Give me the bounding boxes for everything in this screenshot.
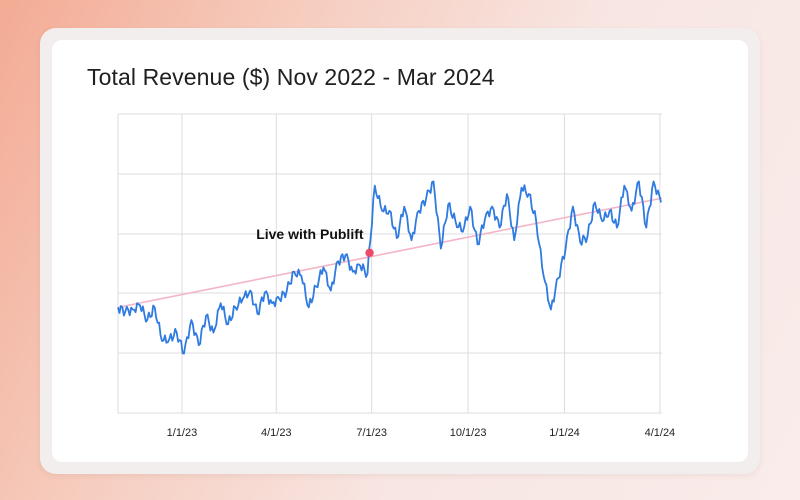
annotation-layer: Live with Publift bbox=[256, 226, 374, 257]
trend-line-layer bbox=[117, 197, 663, 309]
x-tick-label: 4/1/24 bbox=[645, 427, 676, 439]
revenue-series-layer bbox=[117, 180, 662, 355]
annotation-label: Live with Publift bbox=[256, 226, 364, 242]
revenue-line bbox=[117, 180, 662, 355]
x-tick-label: 10/1/23 bbox=[450, 427, 487, 439]
annotation-marker bbox=[365, 248, 374, 257]
x-axis-ticks: 1/1/23 4/1/23 7/1/23 10/1/23 1/1/24 4/1/24 bbox=[167, 427, 676, 439]
x-tick-label: 7/1/23 bbox=[356, 427, 387, 439]
x-tick-label: 1/1/24 bbox=[549, 427, 580, 439]
trend-line bbox=[117, 197, 663, 309]
grid bbox=[117, 113, 662, 414]
x-tick-label: 4/1/23 bbox=[261, 427, 292, 439]
chart-title: Total Revenue ($) Nov 2022 - Mar 2024 bbox=[87, 64, 495, 90]
x-tick-label: 1/1/23 bbox=[167, 427, 198, 439]
